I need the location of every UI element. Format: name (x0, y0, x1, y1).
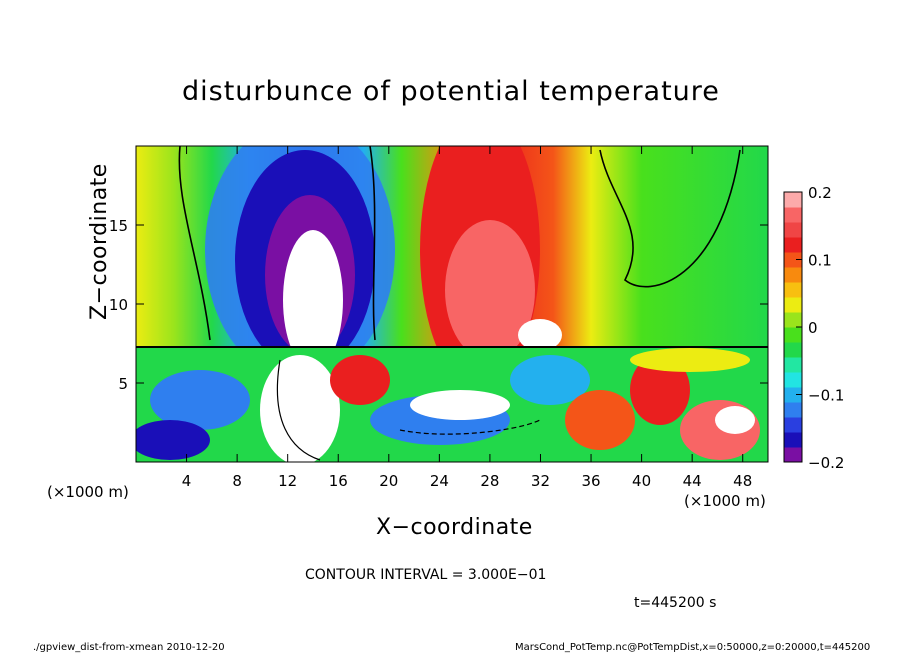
x-tick-label: 16 (329, 472, 348, 490)
colorbar (783, 191, 803, 463)
y-tick-label: 15 (109, 217, 128, 235)
colorbar-tick-label: 0 (808, 319, 818, 337)
colorbar-segment (784, 372, 802, 388)
x-tick-label: 12 (278, 472, 297, 490)
footer-left: ./gpview_dist-from-xmean 2010-12-20 (33, 642, 225, 653)
colorbar-segment (784, 447, 802, 463)
colorbar-segment (784, 237, 802, 253)
x-unit-label-right: (×1000 m) (684, 492, 766, 510)
colorbar-tick-label: −0.2 (808, 454, 844, 472)
lower-blob-9 (630, 355, 690, 425)
colorbar-segment (784, 387, 802, 403)
cold-plume-core (283, 230, 343, 370)
y-tick-label: 10 (109, 296, 128, 314)
colorbar-segment (784, 192, 802, 208)
x-tick-label: 28 (480, 472, 499, 490)
colorbar-segment (784, 297, 802, 313)
x-tick-label: 32 (531, 472, 550, 490)
contour-line-5 (399, 419, 541, 435)
colorbar-segment (784, 432, 802, 448)
y-axis-ticks: 5 10 15 (109, 217, 768, 393)
colorbar-segment (784, 312, 802, 328)
lower-blob-6 (410, 390, 510, 420)
colorbar-tick-label: −0.1 (808, 387, 844, 405)
chart-title: disturbunce of potential temperature (182, 76, 720, 107)
warm-plume-inner (445, 220, 535, 360)
contour-line-1 (178, 146, 211, 341)
lower-blob-2 (136, 420, 210, 460)
x-tick-label: 24 (430, 472, 449, 490)
colorbar-segment (784, 222, 802, 238)
contour-line-2 (369, 146, 376, 341)
colorbar-segment (784, 417, 802, 433)
contour-line-3 (599, 149, 741, 288)
colorbar-segment (784, 327, 802, 343)
lower-blob-4 (330, 355, 390, 405)
colorbar-ticks: 0.2 0.1 0 −0.1 −0.2 (796, 184, 844, 472)
x-axis-label: X−coordinate (376, 515, 533, 540)
x-tick-label: 20 (379, 472, 398, 490)
x-tick-label: 44 (683, 472, 702, 490)
time-label: t=445200 s (634, 595, 717, 611)
x-tick-label: 8 (232, 472, 242, 490)
colorbar-segment (784, 267, 802, 283)
x-axis-ticks: 4 8 12 16 20 24 28 32 36 40 44 48 (182, 146, 752, 490)
colorbar-segment (784, 402, 802, 418)
lower-blob-7 (510, 355, 590, 405)
colorbar-segment (784, 207, 802, 223)
x-tick-label: 4 (182, 472, 192, 490)
footer-right: MarsCond_PotTemp.nc@PotTempDist,x=0:5000… (515, 642, 871, 653)
contour-interval: CONTOUR INTERVAL = 3.000E−01 (305, 567, 547, 583)
colorbar-segment (784, 357, 802, 373)
colorbar-segment (784, 342, 802, 358)
y-tick-label: 5 (118, 375, 128, 393)
heatmap-field (136, 146, 768, 462)
lower-blob-3 (260, 355, 340, 462)
x-unit-label-left: (×1000 m) (47, 483, 129, 501)
lower-blob-8 (565, 390, 635, 450)
x-tick-label: 36 (581, 472, 600, 490)
lower-blob-12 (630, 348, 750, 372)
x-tick-label: 48 (733, 472, 752, 490)
lower-blob-1 (150, 370, 250, 430)
warm-plume-core (518, 319, 562, 351)
y-axis-label: Z−coordinate (87, 163, 112, 320)
contour-line-4 (276, 359, 321, 461)
colorbar-segment (784, 282, 802, 298)
x-tick-label: 40 (632, 472, 651, 490)
colorbar-segment (784, 252, 802, 268)
colorbar-tick-label: 0.2 (808, 184, 832, 202)
lower-blob-11 (715, 406, 755, 434)
colorbar-tick-label: 0.1 (808, 252, 832, 270)
